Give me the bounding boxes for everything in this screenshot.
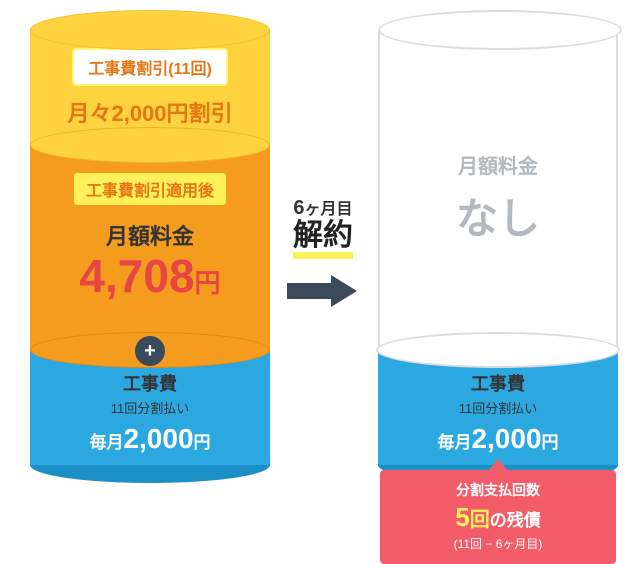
construction-sub-right: 11回分割払い <box>378 398 618 417</box>
cap-top-yellow <box>30 10 270 50</box>
cancel-label: 解約 <box>293 220 353 259</box>
construction-title-left: 工事費 <box>30 370 270 396</box>
remaining-debt-callout: 分割支払回数 5回の残債 (11回 − 6ヶ月目) <box>380 470 616 564</box>
callout-line3: (11回 − 6ヶ月目) <box>386 535 610 552</box>
construction-unit-right: 円 <box>542 433 559 452</box>
arrow-icon <box>287 275 359 307</box>
discount-amount: 2,000 <box>111 101 166 126</box>
discount-text: 月々2,000円割引 <box>30 96 270 128</box>
empty-block: 月額料金 なし <box>378 30 618 350</box>
plus-icon: + <box>135 336 165 366</box>
empty-label: 月額料金 <box>380 150 616 179</box>
callout-line1: 分割支払回数 <box>386 480 610 500</box>
construction-amount-right: 毎月2,000円 <box>378 423 618 455</box>
discount-suffix: 円割引 <box>167 101 233 126</box>
construction-unit-left: 円 <box>194 433 211 452</box>
callout-count-unit: 回 <box>470 509 490 531</box>
cap-top-empty <box>378 10 622 50</box>
divider-yellow-orange <box>30 127 270 163</box>
cylinder-before: 工事費割引(11回) 月々2,000円割引 工事費割引適用後 月額料金 4,70… <box>30 30 270 465</box>
construction-sub-left: 11回分割払い <box>30 398 270 417</box>
callout-line2: 5回の残債 <box>386 502 610 533</box>
main-badge: 工事費割引適用後 <box>74 173 226 205</box>
discount-badge: 工事費割引(11回) <box>72 48 228 86</box>
monthly-fee-unit: 円 <box>195 268 221 298</box>
cancel-month: 6ヶ月目 <box>278 195 368 220</box>
middle-column: 6ヶ月目 解約 <box>278 195 368 307</box>
diagram-root: 工事費割引(11回) 月々2,000円割引 工事費割引適用後 月額料金 4,70… <box>0 0 640 564</box>
callout-count: 5 <box>455 502 469 532</box>
divider-empty-blue <box>376 332 620 368</box>
main-price-block: 工事費割引適用後 月額料金 4,708円 <box>30 145 270 350</box>
construction-number-left: 2,000 <box>123 423 193 454</box>
construction-title-right: 工事費 <box>378 370 618 396</box>
monthly-fee-label: 月額料金 <box>30 219 270 251</box>
callout-rest: の残債 <box>490 511 541 530</box>
monthly-fee-amount: 4,708円 <box>30 251 270 302</box>
construction-prefix-left: 毎月 <box>89 433 123 452</box>
empty-big: なし <box>380 185 616 246</box>
construction-prefix-right: 毎月 <box>437 433 471 452</box>
construction-amount-left: 毎月2,000円 <box>30 423 270 455</box>
construction-number-right: 2,000 <box>471 423 541 454</box>
monthly-fee-number: 4,708 <box>79 250 194 302</box>
cancel-month-num: 6 <box>293 197 304 219</box>
cancel-month-suffix: ヶ月目 <box>305 201 353 218</box>
discount-prefix: 月々 <box>67 101 111 126</box>
cylinder-after: 月額料金 なし 工事費 11回分割払い 毎月2,000円 <box>378 30 618 465</box>
